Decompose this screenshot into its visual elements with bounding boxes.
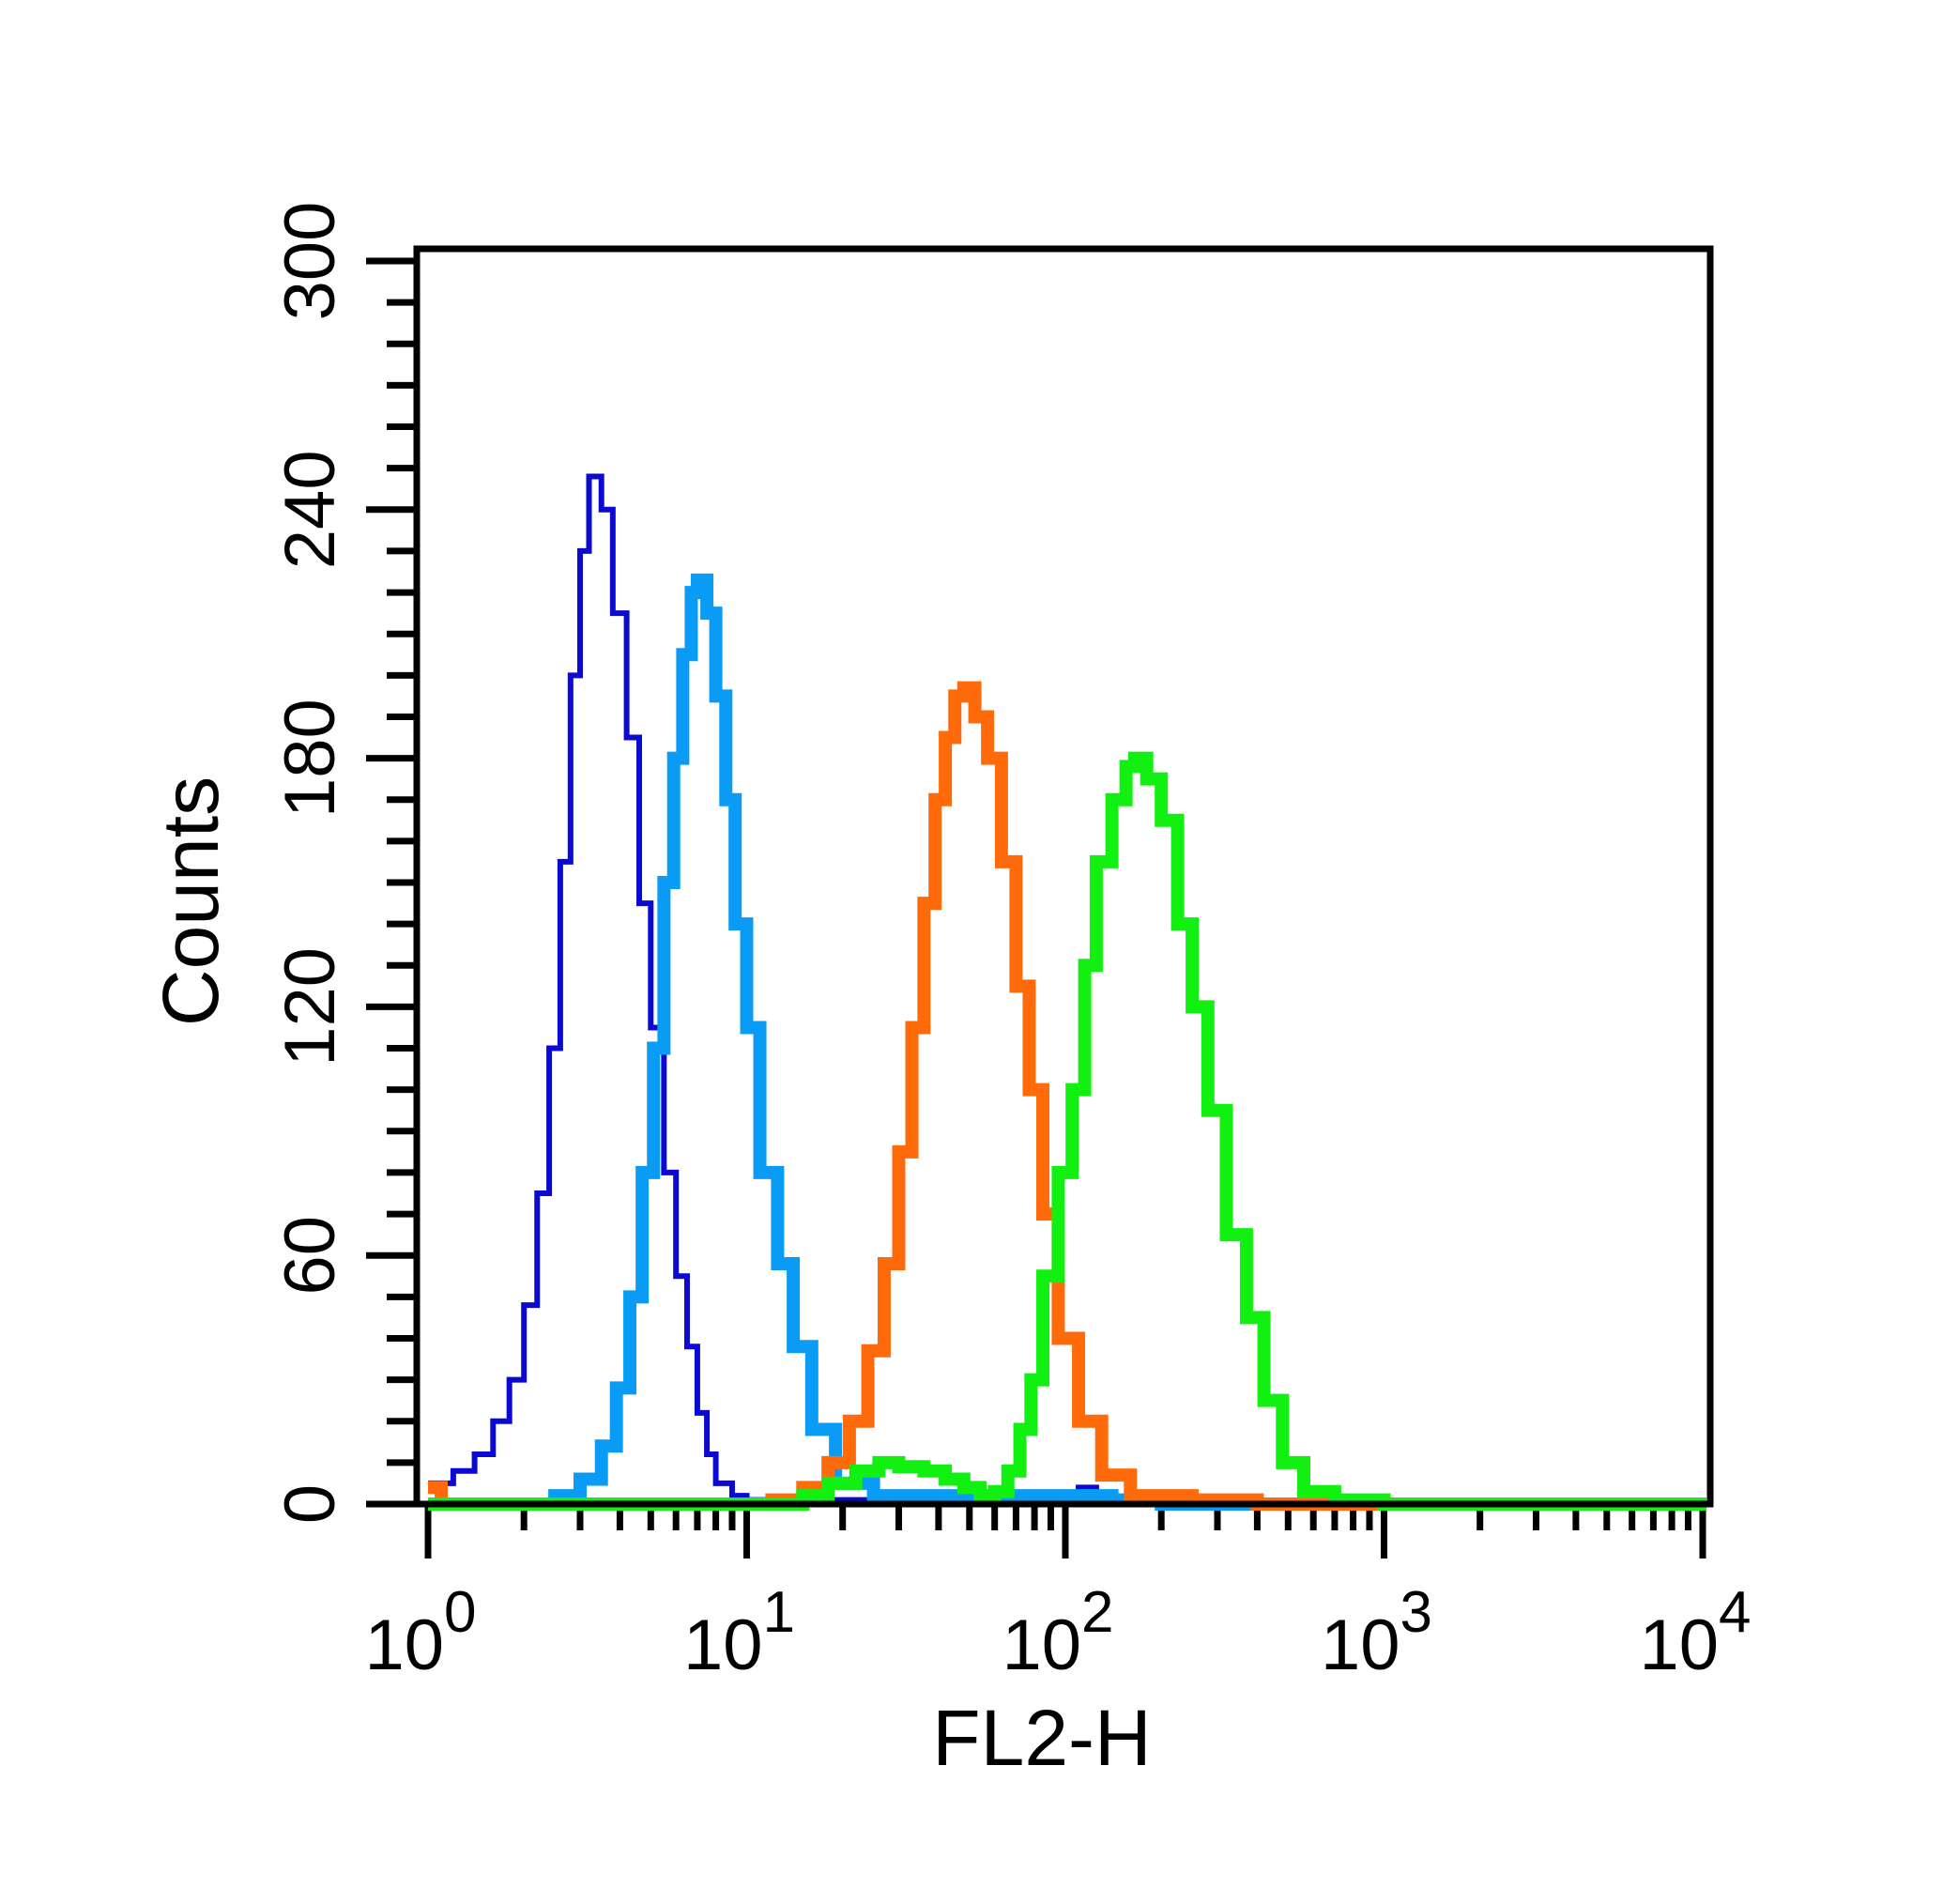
x-tick-label: 101 <box>683 1580 795 1685</box>
y-axis-title: Counts <box>146 776 235 1026</box>
histogram-series-3 <box>428 681 1706 1511</box>
x-axis-title: FL2-H <box>932 1694 1151 1782</box>
plot-frame <box>413 245 1714 1508</box>
y-tick-label: 180 <box>270 699 350 818</box>
x-tick-labels: 100 101 102 103 104 <box>364 1580 1751 1685</box>
histogram-series-2 <box>428 573 1706 1511</box>
series-layer <box>428 473 1706 1511</box>
y-tick-label: 0 <box>270 1484 350 1524</box>
x-tick-label: 104 <box>1639 1580 1751 1685</box>
y-tick-label: 300 <box>270 202 350 321</box>
x-tick-label: 103 <box>1321 1580 1432 1685</box>
y-tick-labels: 0 60 120 180 240 300 <box>270 202 350 1525</box>
x-tick-label: 102 <box>1002 1580 1113 1685</box>
y-axis-ticks <box>366 257 417 1508</box>
histogram-series-4 <box>428 751 1706 1511</box>
y-tick-label: 240 <box>270 450 350 569</box>
histogram-series-1 <box>428 473 1706 1507</box>
y-tick-label: 60 <box>270 1216 350 1296</box>
x-tick-label: 100 <box>364 1580 476 1685</box>
x-axis-ticks <box>424 1504 1706 1559</box>
y-tick-label: 120 <box>270 947 350 1067</box>
